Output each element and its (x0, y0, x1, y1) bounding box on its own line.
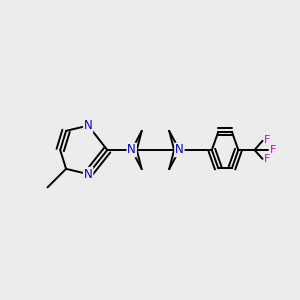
Text: N: N (84, 168, 92, 181)
Text: F: F (264, 154, 271, 164)
Text: N: N (84, 119, 92, 132)
Text: F: F (270, 145, 277, 155)
Text: N: N (175, 143, 184, 157)
Text: F: F (264, 135, 271, 145)
Text: N: N (128, 143, 136, 157)
